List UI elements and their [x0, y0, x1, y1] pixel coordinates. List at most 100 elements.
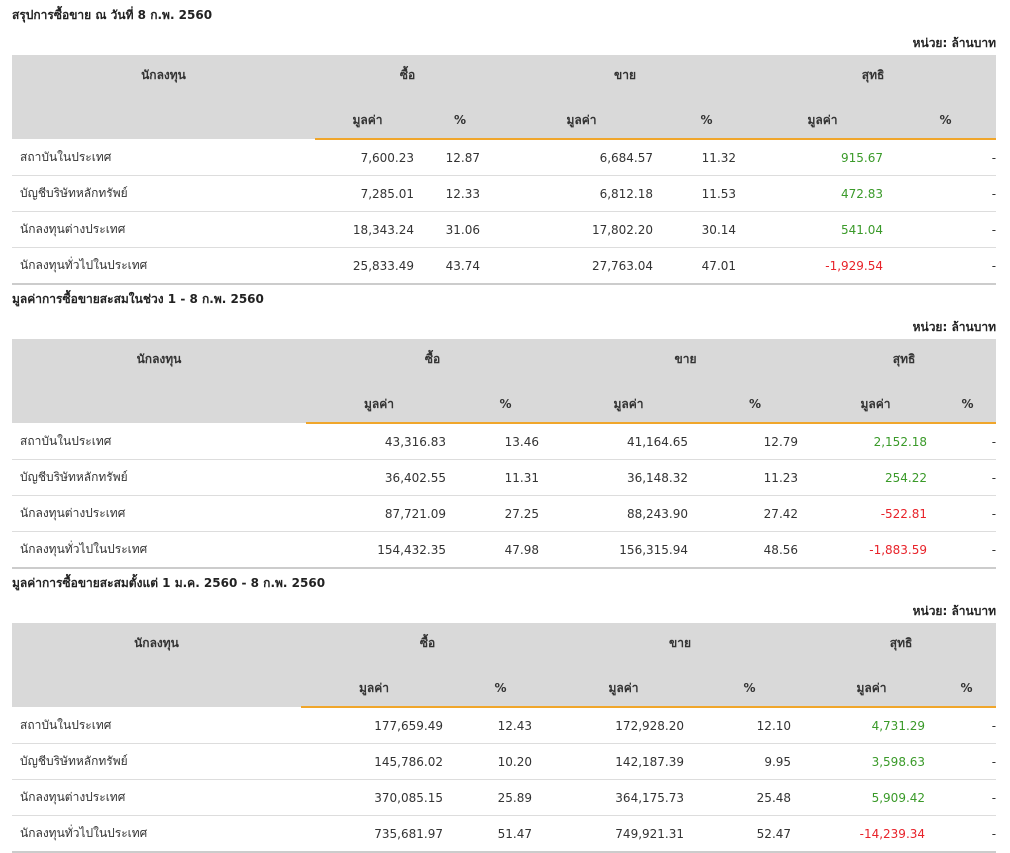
header-percent: %	[447, 670, 554, 707]
sell-value: 6,684.57	[500, 139, 663, 176]
buy-value: 370,085.15	[301, 780, 447, 816]
header-value: มูลค่า	[306, 386, 452, 423]
buy-percent: 12.33	[420, 176, 500, 212]
unit-label: หน่วย: ล้านบาท	[913, 318, 996, 337]
investor-name: บัญชีบริษัทหลักทรัพย์	[12, 176, 315, 212]
header-percent: %	[663, 102, 750, 139]
sell-percent: 11.32	[663, 139, 750, 176]
investor-name: นักลงทุนทั่วไปในประเทศ	[12, 816, 301, 853]
net-value: -1,883.59	[812, 532, 939, 569]
buy-percent: 11.31	[452, 460, 559, 496]
sell-value: 27,763.04	[500, 248, 663, 285]
header-investor: นักลงทุน	[12, 339, 306, 423]
net-value: 915.67	[750, 139, 895, 176]
header-value: มูลค่า	[500, 102, 663, 139]
header-net: สุทธิ	[750, 55, 996, 102]
buy-value: 177,659.49	[301, 707, 447, 744]
investor-name: สถาบันในประเทศ	[12, 423, 306, 460]
net-percent: -	[939, 460, 996, 496]
table-row: สถาบันในประเทศ 177,659.49 12.43 172,928.20 1…	[12, 707, 996, 744]
trading-table: นักลงทุน ซื้อ ขาย สุทธิ มูลค่า% มูลค่า% มูลค่า…	[12, 55, 996, 285]
sell-percent: 47.01	[663, 248, 750, 285]
investor-name: สถาบันในประเทศ	[12, 139, 315, 176]
sell-value: 142,187.39	[554, 744, 693, 780]
sell-value: 364,175.73	[554, 780, 693, 816]
buy-percent: 12.43	[447, 707, 554, 744]
net-percent: -	[937, 816, 996, 853]
section-title: มูลค่าการซื้อขายสะสมในช่วง 1 - 8 ก.พ. 25…	[12, 290, 264, 309]
sell-value: 172,928.20	[554, 707, 693, 744]
net-value: 3,598.63	[806, 744, 937, 780]
buy-value: 145,786.02	[301, 744, 447, 780]
header-net: สุทธิ	[806, 623, 996, 670]
header-value: มูลค่า	[806, 670, 937, 707]
header-buy: ซื้อ	[301, 623, 554, 670]
net-value: -14,239.34	[806, 816, 937, 853]
buy-value: 735,681.97	[301, 816, 447, 853]
header-value: มูลค่า	[315, 102, 420, 139]
table-row: บัญชีบริษัทหลักทรัพย์ 36,402.55 11.31 36,14…	[12, 460, 996, 496]
net-value: 472.83	[750, 176, 895, 212]
buy-percent: 43.74	[420, 248, 500, 285]
sell-value: 17,802.20	[500, 212, 663, 248]
trading-table: นักลงทุน ซื้อ ขาย สุทธิ มูลค่า% มูลค่า% มูลค่า…	[12, 623, 996, 853]
header-buy: ซื้อ	[315, 55, 500, 102]
trading-table: นักลงทุน ซื้อ ขาย สุทธิ มูลค่า% มูลค่า% มูลค่า…	[12, 339, 996, 569]
investor-name: บัญชีบริษัทหลักทรัพย์	[12, 460, 306, 496]
header-percent: %	[420, 102, 500, 139]
sell-percent: 30.14	[663, 212, 750, 248]
header-percent: %	[937, 670, 996, 707]
sell-value: 6,812.18	[500, 176, 663, 212]
table-row: บัญชีบริษัทหลักทรัพย์ 145,786.02 10.20 142,…	[12, 744, 996, 780]
investor-name: นักลงทุนทั่วไปในประเทศ	[12, 248, 315, 285]
section-title: มูลค่าการซื้อขายสะสมตั้งแต่ 1 ม.ค. 2560 …	[12, 574, 325, 593]
buy-value: 7,600.23	[315, 139, 420, 176]
table-row: นักลงทุนต่างประเทศ 370,085.15 25.89 364,175…	[12, 780, 996, 816]
header-value: มูลค่า	[750, 102, 895, 139]
header-percent: %	[939, 386, 996, 423]
buy-value: 154,432.35	[306, 532, 452, 569]
table-row: นักลงทุนทั่วไปในประเทศ 25,833.49 43.74 27,7…	[12, 248, 996, 285]
sell-percent: 9.95	[693, 744, 806, 780]
net-percent: -	[937, 707, 996, 744]
sell-percent: 48.56	[698, 532, 812, 569]
buy-value: 18,343.24	[315, 212, 420, 248]
header-percent: %	[693, 670, 806, 707]
net-percent: -	[895, 212, 996, 248]
net-value: 254.22	[812, 460, 939, 496]
net-percent: -	[939, 423, 996, 460]
section-title: สรุปการซื้อขาย ณ วันที่ 8 ก.พ. 2560	[12, 6, 212, 25]
buy-percent: 13.46	[452, 423, 559, 460]
header-sell: ขาย	[559, 339, 812, 386]
buy-percent: 12.87	[420, 139, 500, 176]
buy-percent: 47.98	[452, 532, 559, 569]
buy-value: 87,721.09	[306, 496, 452, 532]
sell-value: 88,243.90	[559, 496, 698, 532]
net-value: 5,909.42	[806, 780, 937, 816]
investor-name: นักลงทุนทั่วไปในประเทศ	[12, 532, 306, 569]
table-row: บัญชีบริษัทหลักทรัพย์ 7,285.01 12.33 6,812.…	[12, 176, 996, 212]
table-row: นักลงทุนทั่วไปในประเทศ 735,681.97 51.47 749…	[12, 816, 996, 853]
table-row: สถาบันในประเทศ 43,316.83 13.46 41,164.65 12.…	[12, 423, 996, 460]
investor-name: สถาบันในประเทศ	[12, 707, 301, 744]
buy-percent: 10.20	[447, 744, 554, 780]
net-value: 2,152.18	[812, 423, 939, 460]
investor-name: นักลงทุนต่างประเทศ	[12, 780, 301, 816]
buy-percent: 25.89	[447, 780, 554, 816]
buy-value: 7,285.01	[315, 176, 420, 212]
sell-percent: 11.23	[698, 460, 812, 496]
header-sell: ขาย	[500, 55, 750, 102]
table-row: นักลงทุนทั่วไปในประเทศ 154,432.35 47.98 156…	[12, 532, 996, 569]
net-value: -522.81	[812, 496, 939, 532]
buy-value: 43,316.83	[306, 423, 452, 460]
sell-value: 156,315.94	[559, 532, 698, 569]
header-buy: ซื้อ	[306, 339, 559, 386]
net-percent: -	[895, 176, 996, 212]
sell-value: 36,148.32	[559, 460, 698, 496]
header-value: มูลค่า	[301, 670, 447, 707]
buy-percent: 31.06	[420, 212, 500, 248]
buy-percent: 51.47	[447, 816, 554, 853]
table-row: นักลงทุนต่างประเทศ 18,343.24 31.06 17,802.2…	[12, 212, 996, 248]
buy-value: 36,402.55	[306, 460, 452, 496]
header-net: สุทธิ	[812, 339, 996, 386]
